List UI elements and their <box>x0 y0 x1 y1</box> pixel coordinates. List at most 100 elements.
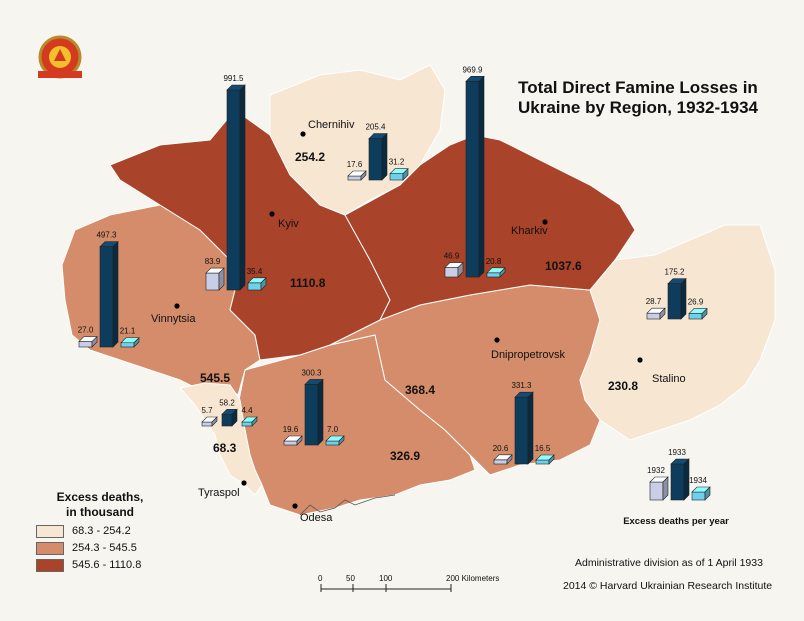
bar-odesa-1932 <box>283 435 303 446</box>
bar-label-stalino-1933: 175.2 <box>664 268 685 277</box>
bar-kharkiv-1934 <box>486 267 506 278</box>
bar-chernihiv-1934 <box>389 167 409 181</box>
legend-title-line2: in thousand <box>66 505 134 519</box>
coastline <box>299 494 396 516</box>
scale-tick-50: 50 <box>346 574 355 583</box>
scale-tick-100: 100 <box>379 574 393 583</box>
region-total-vinnytsia: 545.5 <box>200 371 230 385</box>
legend-label-high: 545.6 - 1110.8 <box>72 559 142 571</box>
legend-label-mid: 254.3 - 545.5 <box>72 542 137 554</box>
bar-chernihiv-1933 <box>368 132 388 181</box>
legend-title-line1: Excess deaths, <box>56 490 144 504</box>
legend-item-low: 68.3 - 254.2 <box>36 524 131 538</box>
region-total-kyiv: 1110.8 <box>290 276 326 290</box>
regions-layer <box>61 64 776 516</box>
bar-moldavian-assr-1934 <box>241 416 258 427</box>
bar-kyiv-1934 <box>247 277 267 291</box>
legend-title: Excess deaths, in thousand <box>40 490 160 520</box>
city-dot-chernihiv <box>300 131 306 137</box>
city-label-stalino: Stalino <box>652 373 686 385</box>
bar-label-odesa-1933: 300.3 <box>301 368 322 377</box>
bar-label-kyiv-1933: 991.5 <box>223 74 244 83</box>
bar-legend-swatch-1932 <box>649 476 669 501</box>
bar-kharkiv-1933 <box>465 75 485 278</box>
city-label-kharkiv: Kharkiv <box>511 225 548 237</box>
bar-label-stalino-1934: 26.9 <box>688 298 704 307</box>
bar-label-moldavian-assr-1934: 4.4 <box>241 406 253 415</box>
admin-division-note: Administrative division as of 1 April 19… <box>575 557 763 569</box>
legend-label-low: 68.3 - 254.2 <box>72 525 131 537</box>
bar-chernihiv-1932 <box>347 170 367 181</box>
emblem-icon <box>38 35 82 79</box>
bar-label-moldavian-assr-1932: 5.7 <box>201 406 213 415</box>
legend-swatch-mid <box>36 541 64 555</box>
city-dot-kharkiv <box>542 219 548 225</box>
city-label-dnipropetrovsk: Dnipropetrovsk <box>491 349 565 361</box>
city-label-kyiv: Kyiv <box>278 218 299 230</box>
bar-vinnytsia-1932 <box>78 335 98 348</box>
bar-label-dnipropetrovsk-1933: 331.3 <box>511 381 532 390</box>
bar-kyiv-1932 <box>205 267 225 291</box>
bar-label-vinnytsia-1933: 497.3 <box>96 231 117 240</box>
bar-moldavian-assr-1932 <box>201 416 218 427</box>
bars-layer: 17.6205.431.283.9991.535.446.9969.920.82… <box>78 65 708 465</box>
map-title: Total Direct Famine Losses in Ukraine by… <box>508 78 768 118</box>
city-dot-odesa <box>292 503 298 509</box>
bar-legend-label-1934: 1934 <box>689 476 707 485</box>
legend-swatch-high <box>36 558 64 572</box>
city-dot-vinnytsia <box>174 303 180 309</box>
bar-label-vinnytsia-1934: 21.1 <box>120 327 136 336</box>
scale-bar <box>320 584 452 592</box>
bar-label-vinnytsia-1932: 27.0 <box>78 326 94 335</box>
bar-label-chernihiv-1933: 205.4 <box>365 123 386 132</box>
scale-tick-200: 200 Kilometers <box>446 574 500 583</box>
bar-dnipropetrovsk-1932 <box>493 454 513 465</box>
bar-label-kharkiv-1932: 46.9 <box>444 252 460 261</box>
bar-legend-label-1932: 1932 <box>647 466 665 475</box>
bar-odesa-1934 <box>325 435 345 446</box>
bar-label-kharkiv-1933: 969.9 <box>462 65 483 74</box>
scale-tick-0: 0 <box>318 574 323 583</box>
bar-legend-swatch-1934 <box>691 486 711 501</box>
region-total-odesa: 326.9 <box>390 449 420 463</box>
bar-label-chernihiv-1934: 31.2 <box>389 158 405 167</box>
bar-label-odesa-1934: 7.0 <box>327 425 339 434</box>
legend-item-high: 545.6 - 1110.8 <box>36 558 141 572</box>
region-total-chernihiv: 254.2 <box>295 150 325 164</box>
bar-kyiv-1933 <box>226 84 246 291</box>
bar-label-kharkiv-1934: 20.8 <box>486 257 502 266</box>
region-totals-layer: 254.2 1110.8 1037.6 545.5 68.3 326.9 368.4 230.… <box>200 150 638 463</box>
bar-label-moldavian-assr-1933: 58.2 <box>219 398 235 407</box>
bar-label-dnipropetrovsk-1932: 20.6 <box>493 444 509 453</box>
bar-label-stalino-1932: 28.7 <box>646 297 662 306</box>
bar-stalino-1934 <box>688 307 708 320</box>
city-dot-kyiv <box>269 211 275 217</box>
bar-label-odesa-1932: 19.6 <box>283 425 299 434</box>
city-dot-tyraspol <box>241 480 247 486</box>
region-stalino[interactable] <box>579 224 776 441</box>
bar-odesa-1933 <box>304 378 324 446</box>
bar-stalino-1932 <box>646 307 666 320</box>
city-dot-dnipropetrovsk <box>494 337 500 343</box>
region-total-kharkiv: 1037.6 <box>545 259 582 273</box>
copyright-note: 2014 © Harvard Ukrainian Research Instit… <box>563 580 773 592</box>
bar-dnipropetrovsk-1933 <box>514 391 534 465</box>
region-total-stalino: 230.8 <box>608 379 638 393</box>
map-title-line1: Total Direct Famine Losses in <box>518 78 758 97</box>
bar-vinnytsia-1934 <box>120 337 140 348</box>
city-label-odesa: Odesa <box>300 512 333 524</box>
bar-dnipropetrovsk-1934 <box>535 454 555 465</box>
region-total-moldavian-assr: 68.3 <box>213 441 237 455</box>
region-moldavian-assr[interactable] <box>179 382 263 496</box>
bar-label-dnipropetrovsk-1934: 16.5 <box>535 444 551 453</box>
cities-layer: Chernihiv Kyiv Kharkiv Vinnytsia Dnipropetro… <box>151 119 686 524</box>
region-total-dnipropetrovsk: 368.4 <box>405 383 435 397</box>
region-kharkiv[interactable] <box>344 134 636 321</box>
bar-moldavian-assr-1933 <box>221 408 238 427</box>
bar-label-chernihiv-1932: 17.6 <box>347 160 363 169</box>
legend-item-mid: 254.3 - 545.5 <box>36 541 137 555</box>
city-dot-stalino <box>637 357 643 363</box>
city-label-tyraspol: Tyraspol <box>198 487 240 499</box>
